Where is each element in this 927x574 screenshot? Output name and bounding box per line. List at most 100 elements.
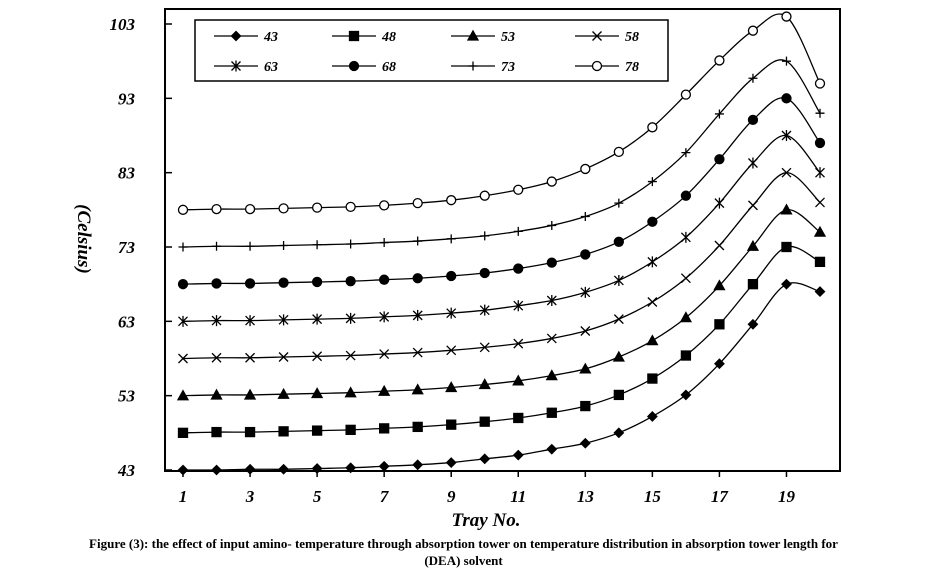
data-point	[580, 163, 591, 175]
data-point	[714, 154, 725, 165]
data-point	[680, 389, 692, 401]
x-tick-label: 5	[313, 487, 322, 506]
data-point	[244, 426, 256, 438]
legend-label: 48	[381, 30, 396, 45]
data-point	[612, 350, 625, 362]
data-point	[446, 419, 457, 430]
legend-label: 73	[501, 60, 515, 75]
data-point	[245, 315, 256, 327]
legend-marker	[231, 60, 241, 72]
data-point	[311, 425, 323, 436]
plot-area-frame	[164, 8, 841, 472]
y-tick-label: 53	[118, 387, 136, 406]
x-tick-label: 15	[644, 487, 662, 506]
data-point	[747, 279, 759, 290]
data-point	[546, 407, 557, 418]
legend-entry-58: 58	[575, 30, 639, 45]
legend-marker	[466, 29, 480, 41]
data-point	[813, 225, 827, 237]
data-point	[312, 313, 323, 325]
data-point	[546, 176, 557, 187]
legend-label: 63	[264, 60, 278, 75]
data-point	[647, 256, 658, 268]
data-point	[512, 449, 524, 461]
data-point	[780, 203, 793, 215]
legend-marker	[591, 60, 603, 72]
data-point	[345, 350, 356, 361]
series-line	[182, 245, 821, 434]
data-point	[580, 326, 591, 336]
data-point	[346, 239, 356, 249]
data-point	[714, 55, 725, 66]
y-tick-label: 73	[118, 238, 136, 257]
data-point	[345, 462, 357, 474]
data-point	[244, 203, 256, 215]
y-tick-label: 63	[118, 312, 136, 331]
data-point	[278, 426, 289, 437]
data-point	[379, 274, 390, 285]
data-point	[345, 276, 356, 287]
data-point	[211, 278, 222, 289]
data-point	[479, 190, 490, 201]
legend-label: 68	[382, 60, 396, 75]
y-tick-label: 83	[118, 164, 136, 183]
data-point	[412, 347, 423, 358]
data-point	[211, 464, 222, 476]
x-tick-label: 13	[577, 487, 595, 506]
x-axis-ticks: 1 3 5 7 9 11 13 15 17 19	[179, 471, 796, 506]
data-point	[479, 267, 490, 279]
data-point	[748, 73, 758, 83]
data-point	[178, 315, 188, 327]
data-point	[178, 242, 188, 252]
data-point	[815, 167, 825, 179]
data-point	[680, 89, 692, 100]
data-point	[479, 416, 490, 427]
data-point	[277, 387, 290, 399]
legend-entry-48: 48	[332, 30, 396, 45]
series-68	[177, 93, 826, 290]
legend-entry-73: 73	[451, 60, 515, 75]
y-tick-label: 93	[118, 89, 136, 108]
data-point	[714, 197, 725, 209]
legend-entry-68: 68	[332, 60, 396, 75]
data-point	[245, 241, 255, 251]
x-tick-label: 19	[778, 487, 796, 506]
data-point	[446, 195, 457, 206]
data-point	[781, 241, 792, 253]
data-point	[245, 352, 256, 363]
data-point	[211, 352, 222, 363]
y-tick-label: 103	[110, 15, 136, 34]
series-line	[182, 172, 821, 360]
x-tick-label: 9	[447, 487, 456, 506]
y-axis-title: (Celsius)	[73, 204, 94, 274]
data-point	[513, 226, 523, 236]
data-point	[478, 378, 491, 390]
data-point	[613, 274, 624, 286]
caption-line-1: Figure (3): the effect of input amino- t…	[89, 536, 838, 551]
data-point	[781, 130, 792, 141]
data-point	[513, 184, 524, 195]
data-point	[613, 314, 624, 325]
data-point	[177, 279, 189, 290]
data-point	[580, 286, 591, 298]
data-point	[211, 203, 222, 215]
data-point	[546, 257, 557, 268]
data-point	[311, 202, 323, 213]
data-point	[479, 342, 490, 353]
series-layer	[176, 11, 827, 476]
data-point	[480, 231, 490, 241]
series-line	[182, 209, 821, 397]
data-point	[412, 459, 424, 471]
y-tick-label: 43	[117, 461, 136, 480]
data-point	[278, 314, 289, 326]
legend-marker	[348, 30, 360, 42]
data-point	[445, 457, 457, 468]
series-line	[182, 134, 821, 322]
data-point	[613, 146, 624, 158]
data-point	[413, 236, 423, 246]
data-point	[178, 353, 188, 364]
data-point	[580, 212, 590, 222]
data-point	[680, 273, 691, 284]
legend-entry-43: 43	[214, 30, 278, 45]
data-point	[579, 362, 592, 374]
